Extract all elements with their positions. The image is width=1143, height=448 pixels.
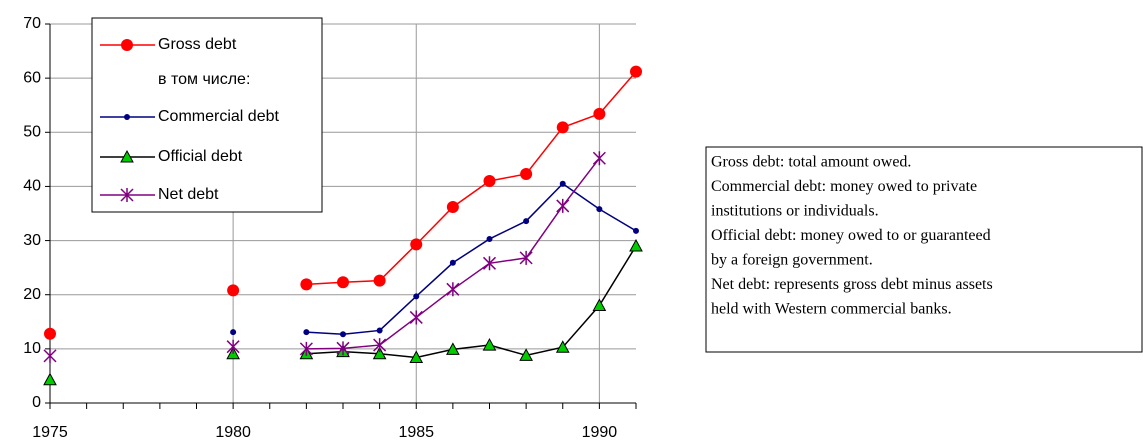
marker xyxy=(556,121,569,134)
marker xyxy=(483,175,496,188)
series-line xyxy=(306,71,637,286)
note-line: Official debt: money owed to or guarante… xyxy=(711,227,991,244)
legend-box xyxy=(91,17,323,213)
legend-label: Commercial debt xyxy=(158,108,279,125)
marker xyxy=(482,338,497,351)
marker xyxy=(596,206,603,213)
marker xyxy=(520,167,533,180)
marker xyxy=(299,341,313,356)
marker xyxy=(373,338,387,353)
legend-label: Net debt xyxy=(158,186,219,203)
y-tick-label: 10 xyxy=(23,340,41,357)
marker xyxy=(340,331,346,338)
marker xyxy=(43,348,57,363)
marker xyxy=(446,282,460,297)
marker xyxy=(482,256,497,271)
marker xyxy=(633,227,639,234)
y-tick-label: 20 xyxy=(23,286,41,303)
series-line xyxy=(306,245,637,359)
marker xyxy=(373,274,386,287)
note-line: by a foreign government. xyxy=(711,252,873,269)
marker xyxy=(226,339,240,354)
legend-label: Gross debt xyxy=(158,36,237,53)
marker xyxy=(593,107,606,120)
y-tick-label: 70 xyxy=(23,15,41,32)
y-tick-label: 50 xyxy=(23,124,41,141)
note-line: Net debt: represents gross debt minus as… xyxy=(711,276,993,293)
marker xyxy=(555,340,570,353)
marker xyxy=(300,278,313,291)
x-tick-label: 1980 xyxy=(215,424,251,441)
marker xyxy=(556,198,570,213)
marker xyxy=(124,114,130,120)
marker xyxy=(409,310,423,325)
marker xyxy=(409,350,424,364)
marker xyxy=(446,201,459,214)
notes-box xyxy=(705,146,1143,353)
note-line: held with Western commercial banks. xyxy=(711,301,952,318)
note-line: Gross debt: total amount owed. xyxy=(711,154,911,171)
series-line xyxy=(306,182,637,335)
y-tick-label: 0 xyxy=(32,394,41,411)
legend-note: в том числе: xyxy=(158,71,250,88)
marker xyxy=(630,65,642,78)
marker xyxy=(120,149,134,163)
marker xyxy=(230,329,237,336)
marker xyxy=(519,250,533,265)
x-tick-label: 1985 xyxy=(398,424,434,441)
marker xyxy=(372,346,387,360)
legend-label: Official debt xyxy=(158,148,243,165)
marker xyxy=(44,327,56,340)
marker xyxy=(449,259,456,266)
marker xyxy=(43,372,57,386)
marker xyxy=(337,276,349,289)
marker xyxy=(486,235,493,242)
marker xyxy=(592,298,607,312)
marker xyxy=(519,348,533,361)
marker xyxy=(227,284,240,297)
marker xyxy=(523,218,530,225)
marker xyxy=(410,238,423,251)
marker xyxy=(629,238,643,252)
marker xyxy=(446,342,460,355)
marker xyxy=(121,39,133,51)
note-line: institutions or individuals. xyxy=(711,203,879,220)
marker xyxy=(592,151,606,166)
x-tick-label: 1975 xyxy=(32,424,68,441)
marker xyxy=(303,329,310,336)
y-tick-label: 30 xyxy=(23,232,41,249)
marker xyxy=(559,180,566,187)
y-tick-label: 60 xyxy=(23,69,41,86)
marker xyxy=(336,341,350,356)
marker xyxy=(413,293,420,300)
marker xyxy=(120,188,134,202)
note-line: Commercial debt: money owed to private xyxy=(711,178,977,195)
marker xyxy=(376,327,383,334)
x-tick-label: 1990 xyxy=(582,424,618,441)
y-tick-label: 40 xyxy=(23,178,41,195)
